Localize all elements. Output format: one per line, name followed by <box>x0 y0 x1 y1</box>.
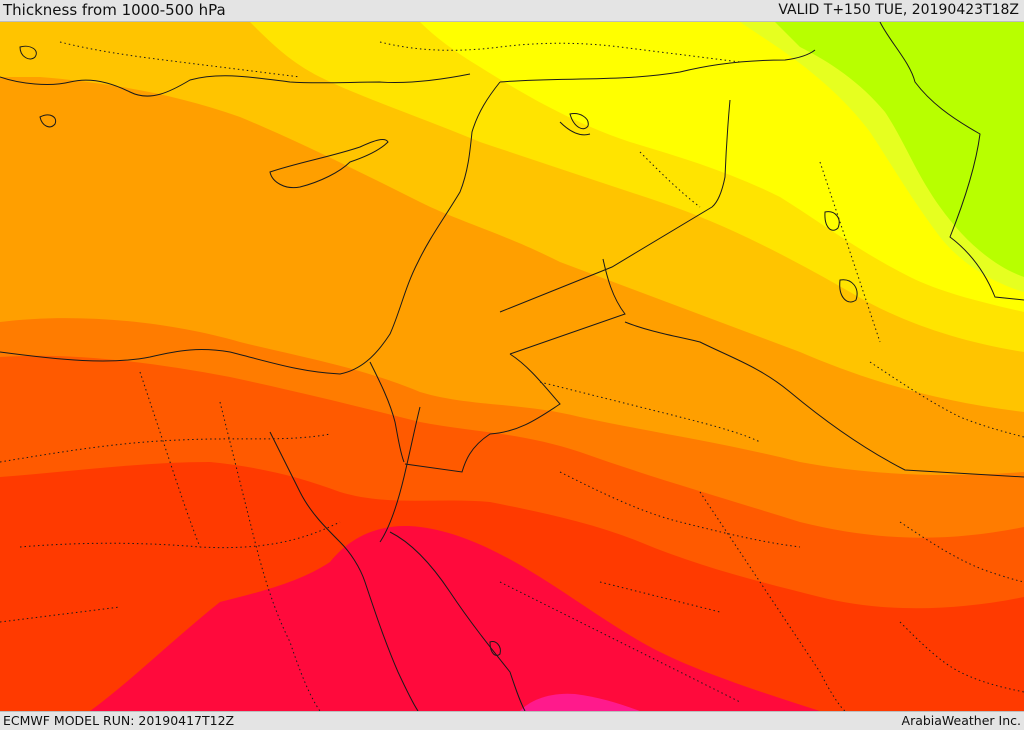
internal-boundaries <box>0 41 1024 711</box>
footer-bar: ECMWF MODEL RUN: 20190417T12Z ArabiaWeat… <box>0 711 1024 730</box>
band-magenta <box>520 693 640 711</box>
band-lime <box>775 22 1024 277</box>
map-title: Thickness from 1000-500 hPa <box>3 1 226 19</box>
islands <box>19 45 858 656</box>
borders <box>369 22 1024 478</box>
header-bar: Thickness from 1000-500 hPa VALID T+150 … <box>0 0 1024 22</box>
model-run: ECMWF MODEL RUN: 20190417T12Z <box>3 713 235 728</box>
coastlines <box>0 73 591 711</box>
band-crimson <box>0 526 820 711</box>
thickness-map <box>0 22 1024 711</box>
valid-time: VALID T+150 TUE, 20190423T18Z <box>778 2 1019 18</box>
credit: ArabiaWeather Inc. <box>901 713 1021 728</box>
